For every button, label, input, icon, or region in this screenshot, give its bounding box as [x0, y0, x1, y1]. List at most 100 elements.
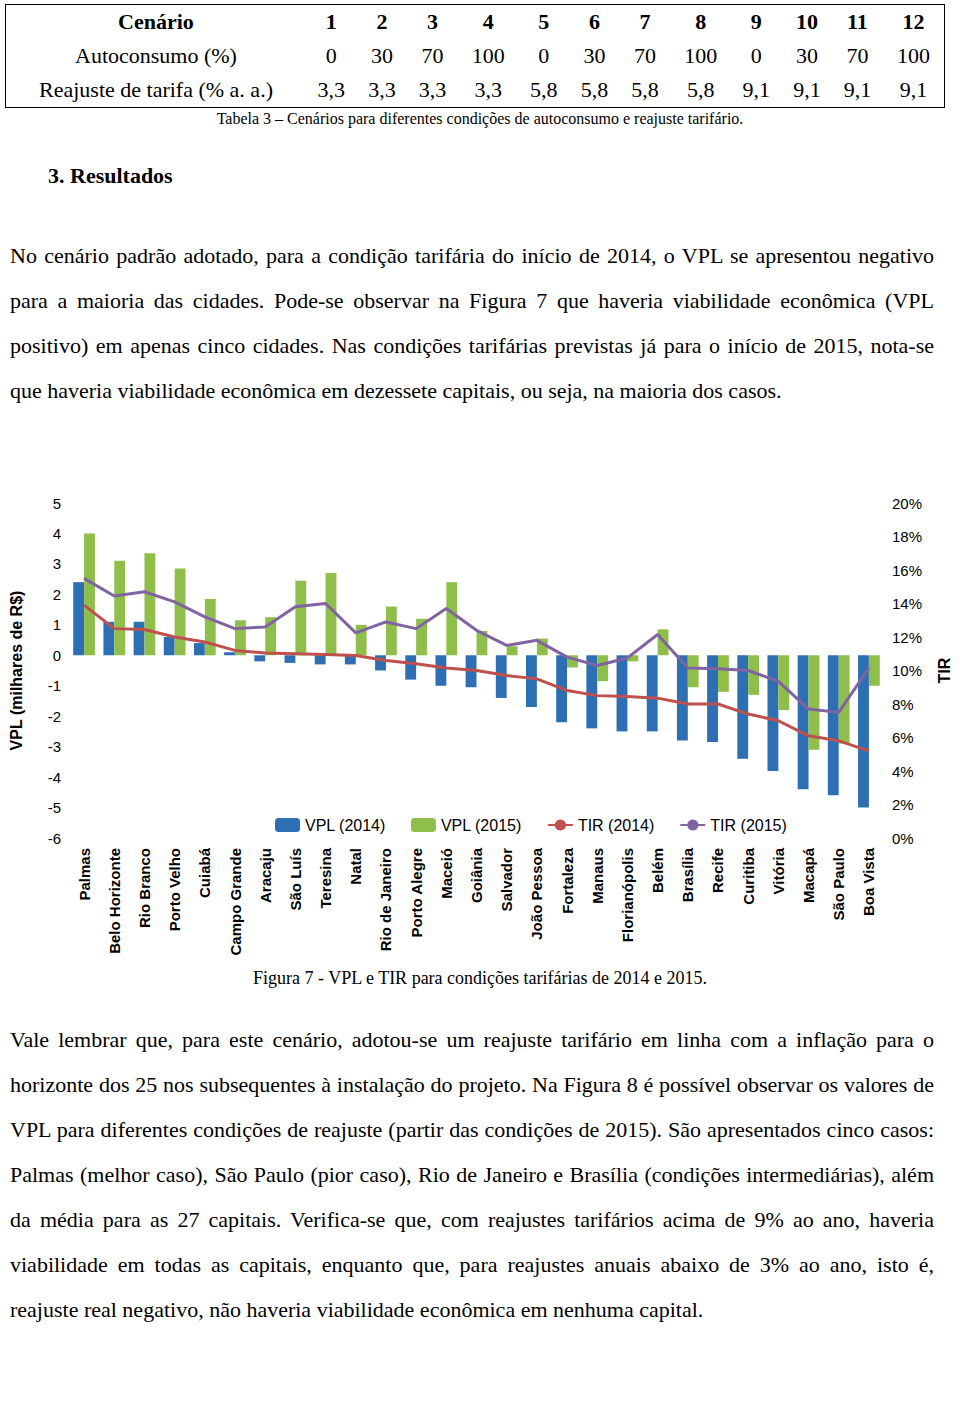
svg-text:Belo Horizonte: Belo Horizonte	[106, 848, 123, 954]
svg-text:São Paulo: São Paulo	[830, 848, 847, 921]
svg-text:Natal: Natal	[347, 848, 364, 885]
svg-text:-2: -2	[48, 708, 61, 725]
svg-text:Fortaleza: Fortaleza	[559, 847, 576, 914]
html-text:9,1: 9,1	[742, 77, 770, 102]
html-text:Figura 7 - VPL e TIR para cond: Figura 7 - VPL e TIR para condições tari…	[253, 968, 707, 988]
html-text:70: 70	[634, 43, 656, 68]
html-text:9,1: 9,1	[843, 77, 872, 102]
svg-text:Porto Alegre: Porto Alegre	[408, 848, 425, 937]
svg-text:Goiânia: Goiânia	[468, 847, 485, 903]
html-text:5,8: 5,8	[530, 77, 558, 102]
svg-text:Salvador: Salvador	[498, 848, 515, 912]
svg-text:6%: 6%	[892, 729, 914, 746]
html-text:1: 1	[325, 9, 337, 34]
svg-text:Curitiba: Curitiba	[740, 847, 757, 904]
html-text:3,3: 3,3	[474, 77, 502, 102]
svg-text:Cuiabá: Cuiabá	[196, 847, 213, 898]
html-text:Tabela 3 – Cenários para difer: Tabela 3 – Cenários para diferentes cond…	[216, 110, 744, 127]
html-text:70: 70	[421, 43, 444, 68]
svg-text:-4: -4	[48, 769, 61, 786]
html-text:8: 8	[695, 9, 707, 34]
svg-text:TIR (2014): TIR (2014)	[578, 817, 654, 834]
svg-text:16%: 16%	[892, 562, 922, 579]
html-text:4: 4	[482, 9, 494, 34]
svg-text:-6: -6	[48, 830, 61, 847]
svg-text:1: 1	[53, 616, 61, 633]
svg-text:Manaus: Manaus	[589, 848, 606, 904]
html-text:9: 9	[750, 9, 762, 34]
html-text:Autoconsumo (%): Autoconsumo (%)	[75, 43, 237, 68]
html-text:5,8: 5,8	[580, 77, 609, 102]
html-text:0: 0	[750, 43, 762, 68]
html-text:6: 6	[588, 9, 600, 34]
html-text:5: 5	[538, 9, 550, 34]
html-text:3: 3	[427, 9, 438, 34]
svg-text:Campo Grande: Campo Grande	[227, 848, 244, 956]
html-text:7: 7	[639, 9, 651, 34]
svg-text:Brasília: Brasília	[679, 847, 696, 902]
svg-text:20%: 20%	[892, 495, 922, 512]
svg-text:10%: 10%	[892, 662, 922, 679]
svg-text:Belém: Belém	[649, 848, 666, 893]
html-text:11: 11	[847, 9, 868, 34]
svg-text:Vitória: Vitória	[770, 847, 787, 894]
svg-text:3: 3	[53, 555, 61, 572]
svg-text:VPL (2014): VPL (2014)	[305, 817, 385, 834]
html-text:100: 100	[684, 43, 718, 68]
html-text:Vale lembrar que, para este ce: Vale lembrar que, para este cenário, ado…	[10, 1027, 934, 1322]
html-text:70: 70	[846, 43, 869, 68]
html-text:30: 30	[795, 43, 818, 68]
svg-text:Teresina: Teresina	[317, 847, 334, 908]
html-text:3,3: 3,3	[418, 77, 447, 102]
svg-text:5: 5	[53, 495, 61, 512]
html-text:5,8: 5,8	[686, 77, 715, 102]
svg-text:VPL (milhares de R$): VPL (milhares de R$)	[8, 591, 25, 751]
svg-text:18%: 18%	[892, 528, 922, 545]
svg-text:0: 0	[53, 647, 61, 664]
html-text:Cenário: Cenário	[118, 9, 194, 34]
svg-text:Aracaju: Aracaju	[257, 848, 274, 903]
svg-text:-5: -5	[48, 799, 61, 816]
svg-text:Macapá: Macapá	[800, 847, 817, 903]
html-text:0: 0	[325, 43, 337, 68]
svg-text:12%: 12%	[892, 629, 922, 646]
svg-text:Palmas: Palmas	[76, 848, 93, 901]
svg-text:Florianópolis: Florianópolis	[619, 848, 636, 942]
html-text:No cenário padrão adotado, par: No cenário padrão adotado, para a condiç…	[10, 243, 934, 403]
svg-text:Maceió: Maceió	[438, 848, 455, 899]
svg-text:0%: 0%	[892, 830, 914, 847]
html-text:30: 30	[583, 43, 606, 68]
html-text:3. Resultados: 3. Resultados	[48, 163, 173, 188]
html-text:0: 0	[538, 43, 550, 68]
svg-text:Boa Vista: Boa Vista	[860, 847, 877, 916]
svg-text:TIR: TIR	[936, 657, 953, 683]
svg-text:8%: 8%	[892, 696, 914, 713]
svg-text:4: 4	[53, 525, 61, 542]
html-text:10: 10	[795, 9, 818, 34]
svg-text:Porto Velho: Porto Velho	[166, 848, 183, 931]
svg-text:João Pessoa: João Pessoa	[528, 847, 545, 939]
html-text:3,3: 3,3	[368, 77, 396, 102]
html-text:9,1: 9,1	[793, 77, 821, 102]
svg-text:VPL (2015): VPL (2015)	[441, 817, 521, 834]
html-text:3,3: 3,3	[317, 77, 345, 102]
svg-text:Recife: Recife	[709, 848, 726, 893]
html-text:9,1: 9,1	[899, 77, 928, 102]
html-text:100: 100	[896, 43, 930, 68]
svg-text:Rio de Janeiro: Rio de Janeiro	[377, 848, 394, 951]
svg-text:São Luís: São Luís	[287, 848, 304, 911]
html-text:5,8: 5,8	[631, 77, 659, 102]
svg-text:TIR (2015): TIR (2015)	[710, 817, 786, 834]
svg-text:Rio Branco: Rio Branco	[136, 848, 153, 928]
html-text:100: 100	[471, 43, 505, 68]
svg-text:2%: 2%	[892, 796, 914, 813]
svg-text:-1: -1	[48, 677, 61, 694]
html-text:Reajuste de tarifa (% a. a.): Reajuste de tarifa (% a. a.)	[39, 77, 273, 102]
svg-text:4%: 4%	[892, 763, 914, 780]
html-text:30: 30	[370, 43, 393, 68]
html-text:2: 2	[376, 9, 388, 34]
svg-text:2: 2	[53, 586, 61, 603]
svg-text:14%: 14%	[892, 595, 922, 612]
svg-text:-3: -3	[48, 738, 61, 755]
html-text:12: 12	[902, 9, 925, 34]
